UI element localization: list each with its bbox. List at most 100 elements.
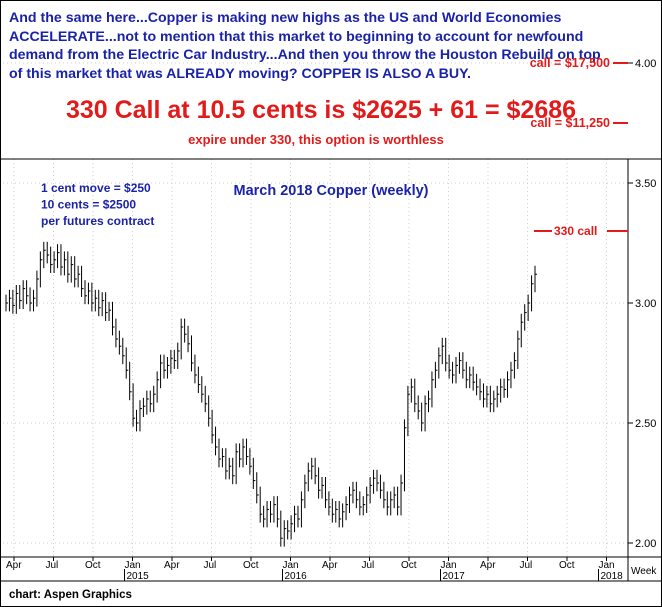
price-bar: [283, 520, 287, 547]
price-bar: [132, 383, 136, 427]
price-bar: [91, 282, 94, 312]
price-bar: [239, 443, 242, 468]
x-month-label: Apr: [164, 560, 180, 571]
price-bar: [300, 491, 304, 528]
price-bar: [180, 318, 184, 360]
price-bar: [294, 505, 297, 533]
price-bar: [115, 318, 118, 348]
price-bar: [503, 378, 507, 398]
price-bar: [407, 385, 410, 437]
price-bar: [15, 285, 19, 314]
price-bar: [63, 251, 67, 276]
price-bar: [482, 383, 486, 408]
price-bar: [273, 496, 276, 523]
price-bar: [335, 501, 338, 523]
price-bar: [166, 357, 170, 379]
price-bar: [270, 501, 273, 523]
price-bar: [311, 457, 314, 480]
price-bar: [29, 287, 33, 312]
price-bar: [342, 503, 345, 528]
y-tick-label: 2.00: [635, 538, 656, 550]
price-bar: [314, 457, 318, 485]
price-bar: [452, 361, 455, 384]
price-bar: [531, 275, 534, 312]
x-month-label: Oct: [401, 560, 417, 571]
price-bar: [287, 520, 290, 540]
price-bar: [249, 448, 252, 475]
price-bar: [445, 337, 448, 372]
level-label: call = $17,500: [530, 56, 610, 70]
price-bar: [448, 354, 452, 379]
price-bar: [201, 376, 204, 403]
price-bar: [266, 501, 270, 528]
price-bar: [194, 354, 197, 384]
price-bar: [173, 349, 177, 369]
x-unit-label: Week: [631, 566, 657, 577]
x-axis: Apr Jul Oct Jan Apr Jul Oct Jan Apr Jul Oct Jan Apr J…: [6, 557, 657, 582]
price-bar: [32, 289, 36, 312]
price-bar: [349, 486, 352, 513]
price-bar: [434, 361, 438, 389]
price-bar: [331, 498, 335, 523]
price-bar: [101, 292, 105, 317]
price-bar: [156, 371, 160, 403]
contract-note-line: 10 cents = $2500: [41, 198, 136, 212]
price-bar: [19, 285, 22, 309]
price-bar: [376, 469, 379, 492]
x-month-label: Jul: [362, 560, 375, 571]
price-bar: [400, 474, 404, 516]
price-bar: [362, 496, 366, 516]
price-bar: [318, 467, 321, 499]
x-month-label: Apr: [6, 560, 22, 571]
price-bar: [36, 270, 39, 307]
price-bar: [232, 457, 235, 485]
x-month-label: Jan: [599, 560, 615, 571]
price-bar: [513, 352, 517, 379]
price-bar: [290, 515, 294, 540]
price-bars: [5, 241, 537, 547]
price-bar: [187, 325, 191, 353]
commentary-line: And the same here...Copper is making new…: [9, 10, 562, 26]
contract-note: 1 cent move = $250 10 cents = $2500 per fu…: [41, 181, 154, 228]
price-bar: [390, 491, 393, 516]
price-bar: [355, 481, 359, 509]
price-bar: [26, 280, 29, 305]
price-bar: [170, 349, 173, 374]
price-bar: [338, 501, 342, 528]
price-bar: [534, 265, 537, 293]
contract-note-line: per futures contract: [41, 214, 154, 228]
x-month-label: Apr: [480, 560, 496, 571]
price-bar: [421, 402, 424, 432]
price-bar: [184, 318, 187, 343]
commentary-text: And the same here...Copper is making new…: [9, 9, 649, 83]
price-bar: [43, 241, 46, 269]
price-bar: [469, 366, 472, 389]
price-bar: [190, 335, 194, 372]
price-bar: [235, 443, 239, 485]
x-month-label: Jan: [125, 560, 141, 571]
price-bar: [493, 390, 496, 413]
price-bar: [84, 280, 88, 305]
price-bar: [304, 474, 307, 509]
price-bar: [252, 457, 256, 489]
price-bar: [46, 241, 50, 264]
price-bar: [328, 491, 331, 516]
price-bar: [417, 395, 421, 420]
price-bar: [70, 256, 74, 283]
level-annotation: call = $11,250: [530, 116, 628, 130]
price-bar: [527, 294, 531, 321]
y-tick-label: 4.00: [635, 58, 656, 70]
price-bar: [297, 505, 300, 528]
price-bar: [496, 385, 500, 408]
level-annotation: call = $17,500: [530, 56, 628, 70]
x-month-label: Jan: [441, 560, 457, 571]
level-label: call = $11,250: [530, 116, 610, 130]
price-bar: [125, 347, 129, 379]
price-bar: [50, 246, 53, 273]
x-month-label: Apr: [322, 560, 338, 571]
price-bar: [111, 301, 115, 336]
price-bar: [98, 289, 101, 317]
price-bar: [410, 378, 414, 403]
y-tick-label: 3.00: [635, 298, 656, 310]
